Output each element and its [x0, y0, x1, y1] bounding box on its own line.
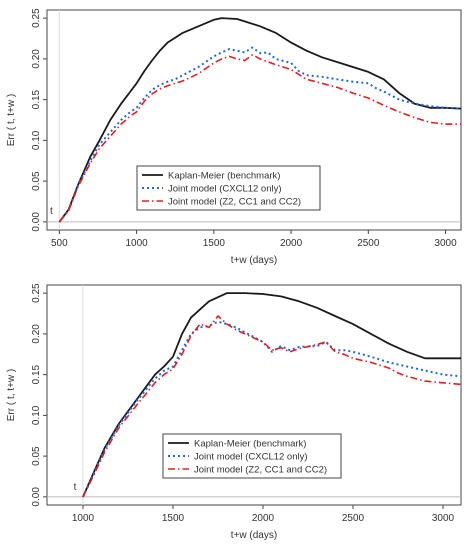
x-tick-label: 1500 [203, 238, 226, 249]
x-tick-label: 3000 [432, 513, 455, 524]
legend-label-2: Joint model (CXCL12 only) [168, 184, 282, 195]
plot-frame [46, 9, 462, 231]
chart-panel-top: 500 1000 1500 2000 2500 3000 0.00 0.05 0.10 0.15 0… [6, 8, 462, 266]
y-tick-label: 0.25 [31, 8, 42, 28]
y-tick-label: 0.05 [31, 446, 42, 466]
y-tick-label: 0.10 [31, 405, 42, 425]
legend-label-3: Joint model (Z2, CC1 and CC2) [194, 465, 327, 476]
y-tick-label: 0.15 [31, 364, 42, 384]
series-line-1 [82, 292, 461, 498]
x-tick-label: 2000 [252, 513, 275, 524]
x-axis-label: t+w (days) [231, 255, 277, 266]
y-tick-label: 0.20 [31, 324, 42, 344]
x-tick-label: 2500 [357, 238, 380, 249]
x-tick-label: 3000 [434, 238, 457, 249]
x-tick-label: 1000 [72, 513, 95, 524]
x-tick-label: 1500 [162, 513, 185, 524]
legend-label-1: Kaplan-Meier (benchmark) [168, 171, 280, 182]
y-axis-label: Err ( t, t+w ) [6, 94, 17, 147]
y-tick-label: 0.00 [31, 487, 42, 507]
series-line-3 [58, 54, 461, 223]
y-tick-label: 0.05 [31, 171, 42, 191]
plot-frame [46, 284, 462, 506]
legend-box [162, 433, 342, 479]
x-tick-label: 1000 [125, 238, 148, 249]
t-marker-label: t [74, 482, 77, 493]
legend-label-2: Joint model (CXCL12 only) [194, 452, 308, 463]
x-tick-label: 500 [51, 238, 68, 249]
y-tick-label: 0.25 [31, 283, 42, 303]
y-tick-label: 0.15 [31, 89, 42, 109]
legend-label-1: Kaplan-Meier (benchmark) [194, 439, 306, 450]
chart-panel-bottom: 1000 1500 2000 2500 3000 0.00 0.05 0.10 0.15 0.20… [6, 283, 462, 541]
x-tick-label: 2500 [342, 513, 365, 524]
series-line-3 [82, 315, 462, 498]
y-tick-label: 0.10 [31, 130, 42, 150]
y-tick-label: 0.00 [31, 212, 42, 232]
legend-box [136, 165, 321, 211]
t-marker-label: t [50, 206, 53, 217]
y-axis-label: Err ( t, t+w ) [6, 369, 17, 422]
x-tick-label: 2000 [280, 238, 303, 249]
y-tick-label: 0.20 [31, 49, 42, 69]
series-line-1 [58, 17, 462, 223]
legend-label-3: Joint model (Z2, CC1 and CC2) [168, 197, 301, 208]
x-axis-label: t+w (days) [231, 530, 277, 541]
